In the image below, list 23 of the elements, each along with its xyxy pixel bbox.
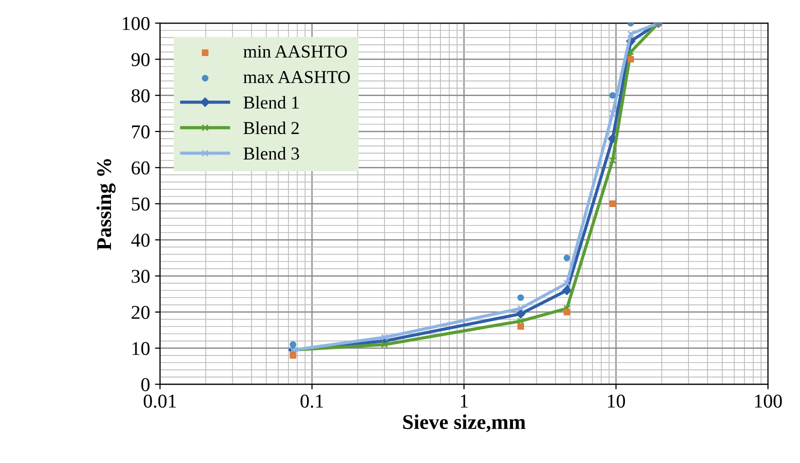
y-tick-label: 50	[132, 198, 150, 211]
y-tick-label: 30	[132, 270, 150, 283]
y-tick-label: 10	[132, 342, 150, 356]
x-tick-label: 100	[755, 394, 782, 408]
legend-label: min AASHTO	[243, 46, 347, 58]
x-axis-title: Sieve size,mm	[403, 414, 526, 432]
x-tick-label: 10	[608, 394, 625, 408]
y-tick-label: 40	[131, 234, 150, 247]
legend-label: Blend 1	[244, 96, 299, 109]
y-tick-label: 80	[132, 89, 150, 102]
x-tick-label: 0.01	[144, 394, 176, 408]
x-tick-label: 0.1	[300, 394, 323, 408]
legend-label: max AASHTO	[243, 71, 350, 84]
legend-label: Blend 3	[244, 146, 300, 160]
y-tick-label: 20	[132, 306, 150, 319]
y-axis-title: Passing %	[96, 159, 116, 250]
legend-label: Blend 2	[244, 121, 299, 134]
y-tick-label: 70	[132, 125, 150, 138]
y-tick-label: 100	[122, 16, 150, 30]
y-tick-label: 90	[131, 53, 150, 66]
y-tick-label: 60	[132, 161, 150, 175]
y-tick-label: 0	[141, 378, 150, 392]
x-tick-label: 1	[460, 394, 468, 408]
